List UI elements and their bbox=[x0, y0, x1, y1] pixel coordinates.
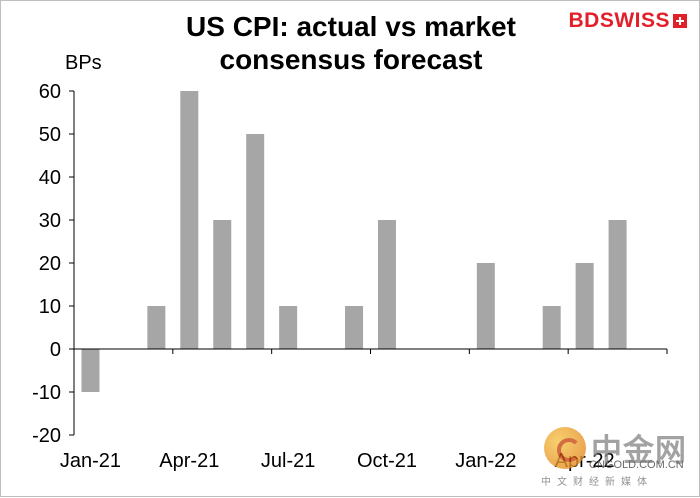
y-tick-label: 20 bbox=[39, 253, 61, 275]
x-tick-label: Oct-21 bbox=[357, 450, 417, 472]
bar-Jun-21 bbox=[246, 134, 265, 349]
bar-May-22 bbox=[608, 220, 627, 349]
y-tick-label: 40 bbox=[39, 167, 61, 189]
bar-Mar-22 bbox=[542, 306, 561, 349]
y-tick-label: 10 bbox=[39, 296, 61, 318]
swiss-cross-icon bbox=[673, 14, 687, 28]
bar-Sep-21 bbox=[345, 306, 364, 349]
y-tick-label: 60 bbox=[39, 81, 61, 103]
bar-Mar-21 bbox=[147, 306, 166, 349]
logo-swiss-text: SWISS bbox=[599, 9, 670, 32]
x-tick-label: Apr-22 bbox=[555, 450, 615, 472]
y-axis-label: BPs bbox=[65, 52, 102, 74]
y-tick-label: 0 bbox=[50, 339, 61, 361]
bar-Jan-22 bbox=[476, 263, 495, 349]
bar-Jan-21 bbox=[81, 349, 100, 392]
x-tick-label: Jan-22 bbox=[455, 450, 516, 472]
y-tick-label: 30 bbox=[39, 210, 61, 232]
bdswiss-logo: BDSWISS bbox=[568, 9, 687, 33]
chart-title-line-1: US CPI: actual vs market bbox=[186, 11, 516, 42]
x-tick-label: Apr-21 bbox=[159, 450, 219, 472]
bar-Oct-21 bbox=[377, 220, 396, 349]
bar-Apr-22 bbox=[575, 263, 594, 349]
x-tick-label: Jan-21 bbox=[60, 450, 121, 472]
bar-Apr-21 bbox=[180, 91, 199, 349]
y-tick-label: -10 bbox=[32, 382, 61, 404]
bar-May-21 bbox=[213, 220, 232, 349]
y-tick-label: -20 bbox=[32, 425, 61, 447]
bar-Jul-21 bbox=[279, 306, 298, 349]
y-tick-label: 50 bbox=[39, 124, 61, 146]
logo-bd-text: BD bbox=[568, 9, 600, 32]
x-tick-label: Jul-21 bbox=[261, 450, 315, 472]
chart-title-line-2: consensus forecast bbox=[219, 44, 483, 75]
chart-title: US CPI: actual vs market consensus forec… bbox=[1, 10, 700, 76]
